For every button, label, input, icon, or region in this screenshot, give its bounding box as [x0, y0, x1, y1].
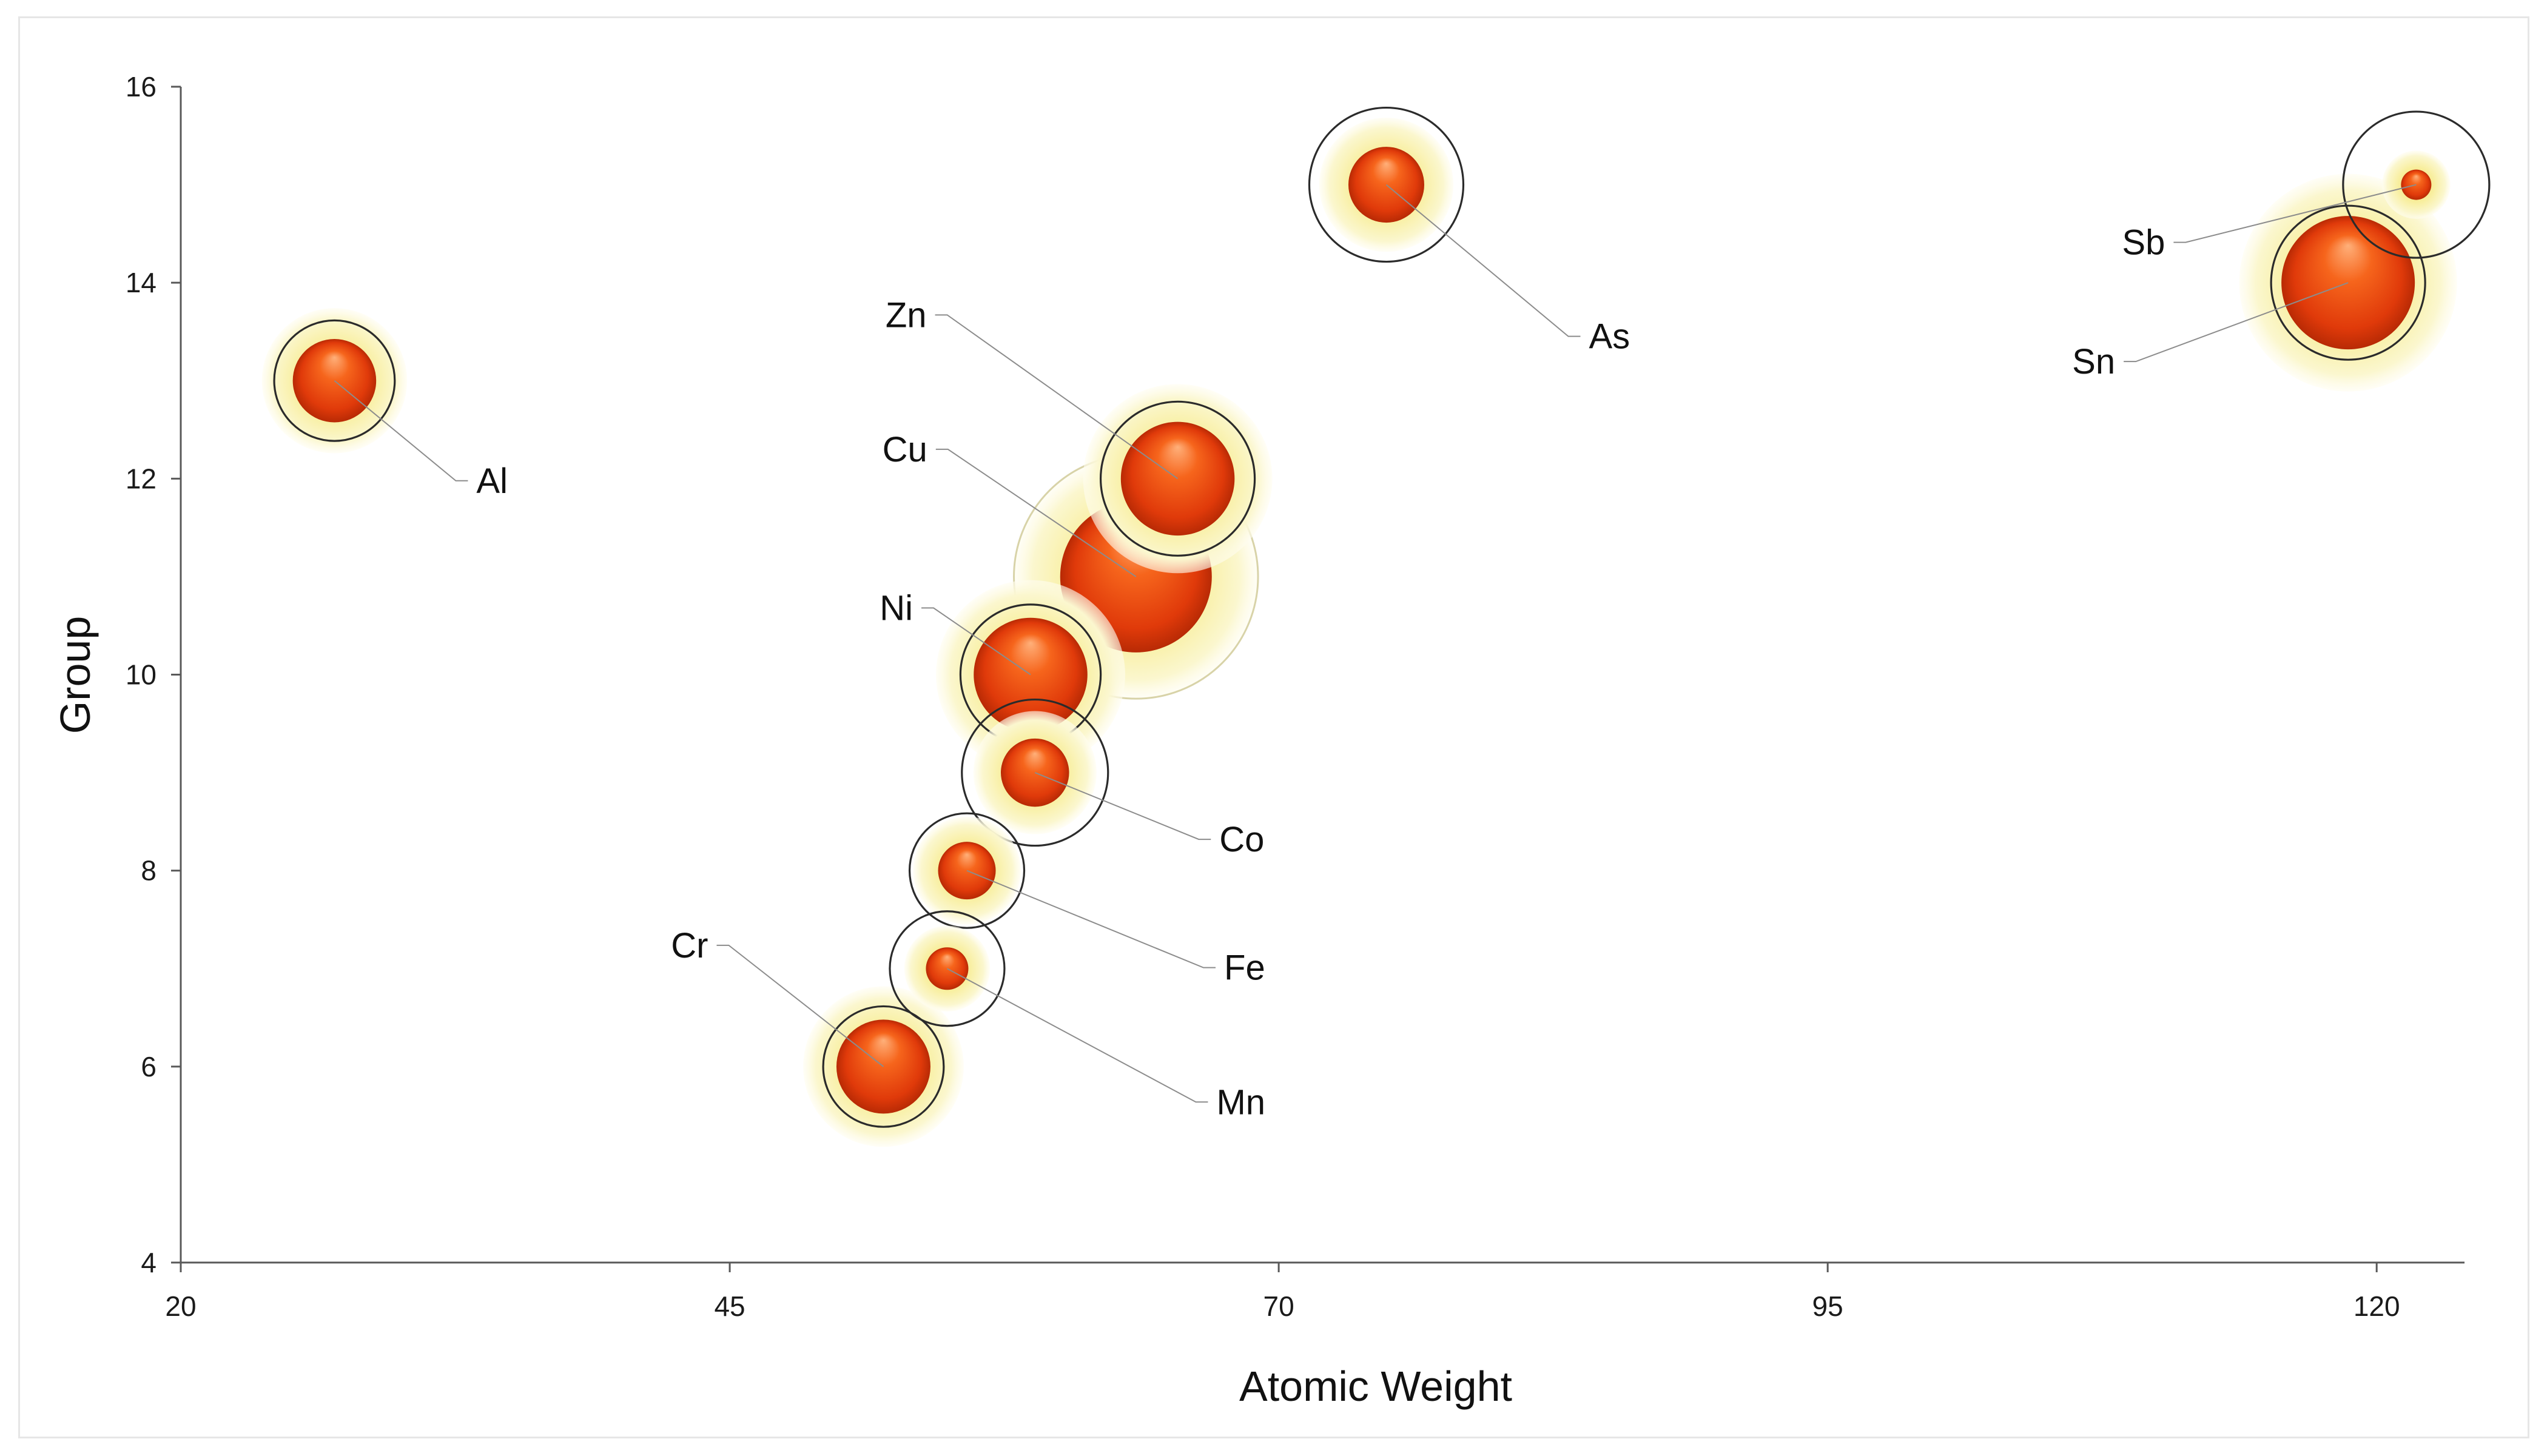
- bubble-ring: [889, 910, 1006, 1027]
- bubbles: [261, 106, 2491, 1147]
- leader-line: [2173, 184, 2417, 243]
- leader-line: [935, 448, 1137, 577]
- bubble-ring: [273, 319, 396, 442]
- point-label-al: Al: [476, 461, 508, 501]
- leader-line: [935, 314, 1179, 480]
- bubble-ring: [961, 698, 1109, 847]
- y-tick-label: 6: [141, 1051, 156, 1082]
- leader-line: [334, 380, 468, 481]
- y-tick-label: 12: [126, 463, 156, 494]
- bubble-ring: [2342, 110, 2491, 259]
- point-labels: Al Cr Mn Fe Co Ni Cu Zn As Sn Sb: [334, 184, 2417, 1122]
- point-label-sn: Sn: [2072, 342, 2115, 381]
- y-tick-label: 10: [126, 659, 156, 691]
- x-axis-title: Atomic Weight: [1239, 1363, 1512, 1410]
- leader-line: [1034, 772, 1211, 840]
- point-label-cr: Cr: [671, 926, 708, 965]
- y-tick-label: 8: [141, 855, 156, 887]
- y-tick-label: 16: [126, 71, 156, 102]
- point-label-mn: Mn: [1216, 1082, 1265, 1122]
- leader-line: [1385, 184, 1581, 337]
- bubble-ring: [1308, 106, 1465, 263]
- leader-line: [966, 870, 1216, 968]
- bubble-sphere: [2281, 216, 2415, 350]
- x-tick-label: 45: [714, 1290, 745, 1322]
- chart-frame: 20 45 70 95 120 4 6 8 10 12 14 16 Al Cr Mn Fe Co Ni Cu Zn A…: [18, 16, 2529, 1438]
- leader-line: [716, 944, 884, 1067]
- leader-line: [2124, 282, 2349, 363]
- point-label-zn: Zn: [886, 295, 927, 335]
- x-tick-label: 20: [165, 1290, 196, 1322]
- leader-line: [946, 968, 1208, 1103]
- y-axis-title: Group: [52, 616, 99, 734]
- ticks: 20 45 70 95 120 4 6 8 10 12 14 16: [126, 71, 2400, 1322]
- bubble-ring: [908, 812, 1026, 929]
- point-label-sb: Sb: [2122, 223, 2165, 263]
- point-label-fe: Fe: [1224, 948, 1265, 988]
- bubble-ring: [822, 1005, 945, 1128]
- point-label-cu: Cu: [883, 430, 927, 469]
- axes: [180, 87, 2465, 1264]
- x-tick-label: 70: [1263, 1290, 1294, 1322]
- y-tick-label: 4: [141, 1247, 156, 1278]
- bubble-ring: [1099, 400, 1256, 557]
- y-tick-label: 14: [126, 267, 156, 298]
- bubble-ring: [2270, 204, 2426, 361]
- point-label-as: As: [1589, 317, 1630, 357]
- x-tick-label: 120: [2354, 1290, 2400, 1322]
- bubble-zn: [1083, 384, 1273, 574]
- point-label-co: Co: [1219, 820, 1264, 859]
- point-label-ni: Ni: [880, 589, 913, 628]
- x-tick-label: 95: [1812, 1290, 1843, 1322]
- leader-line: [921, 607, 1031, 676]
